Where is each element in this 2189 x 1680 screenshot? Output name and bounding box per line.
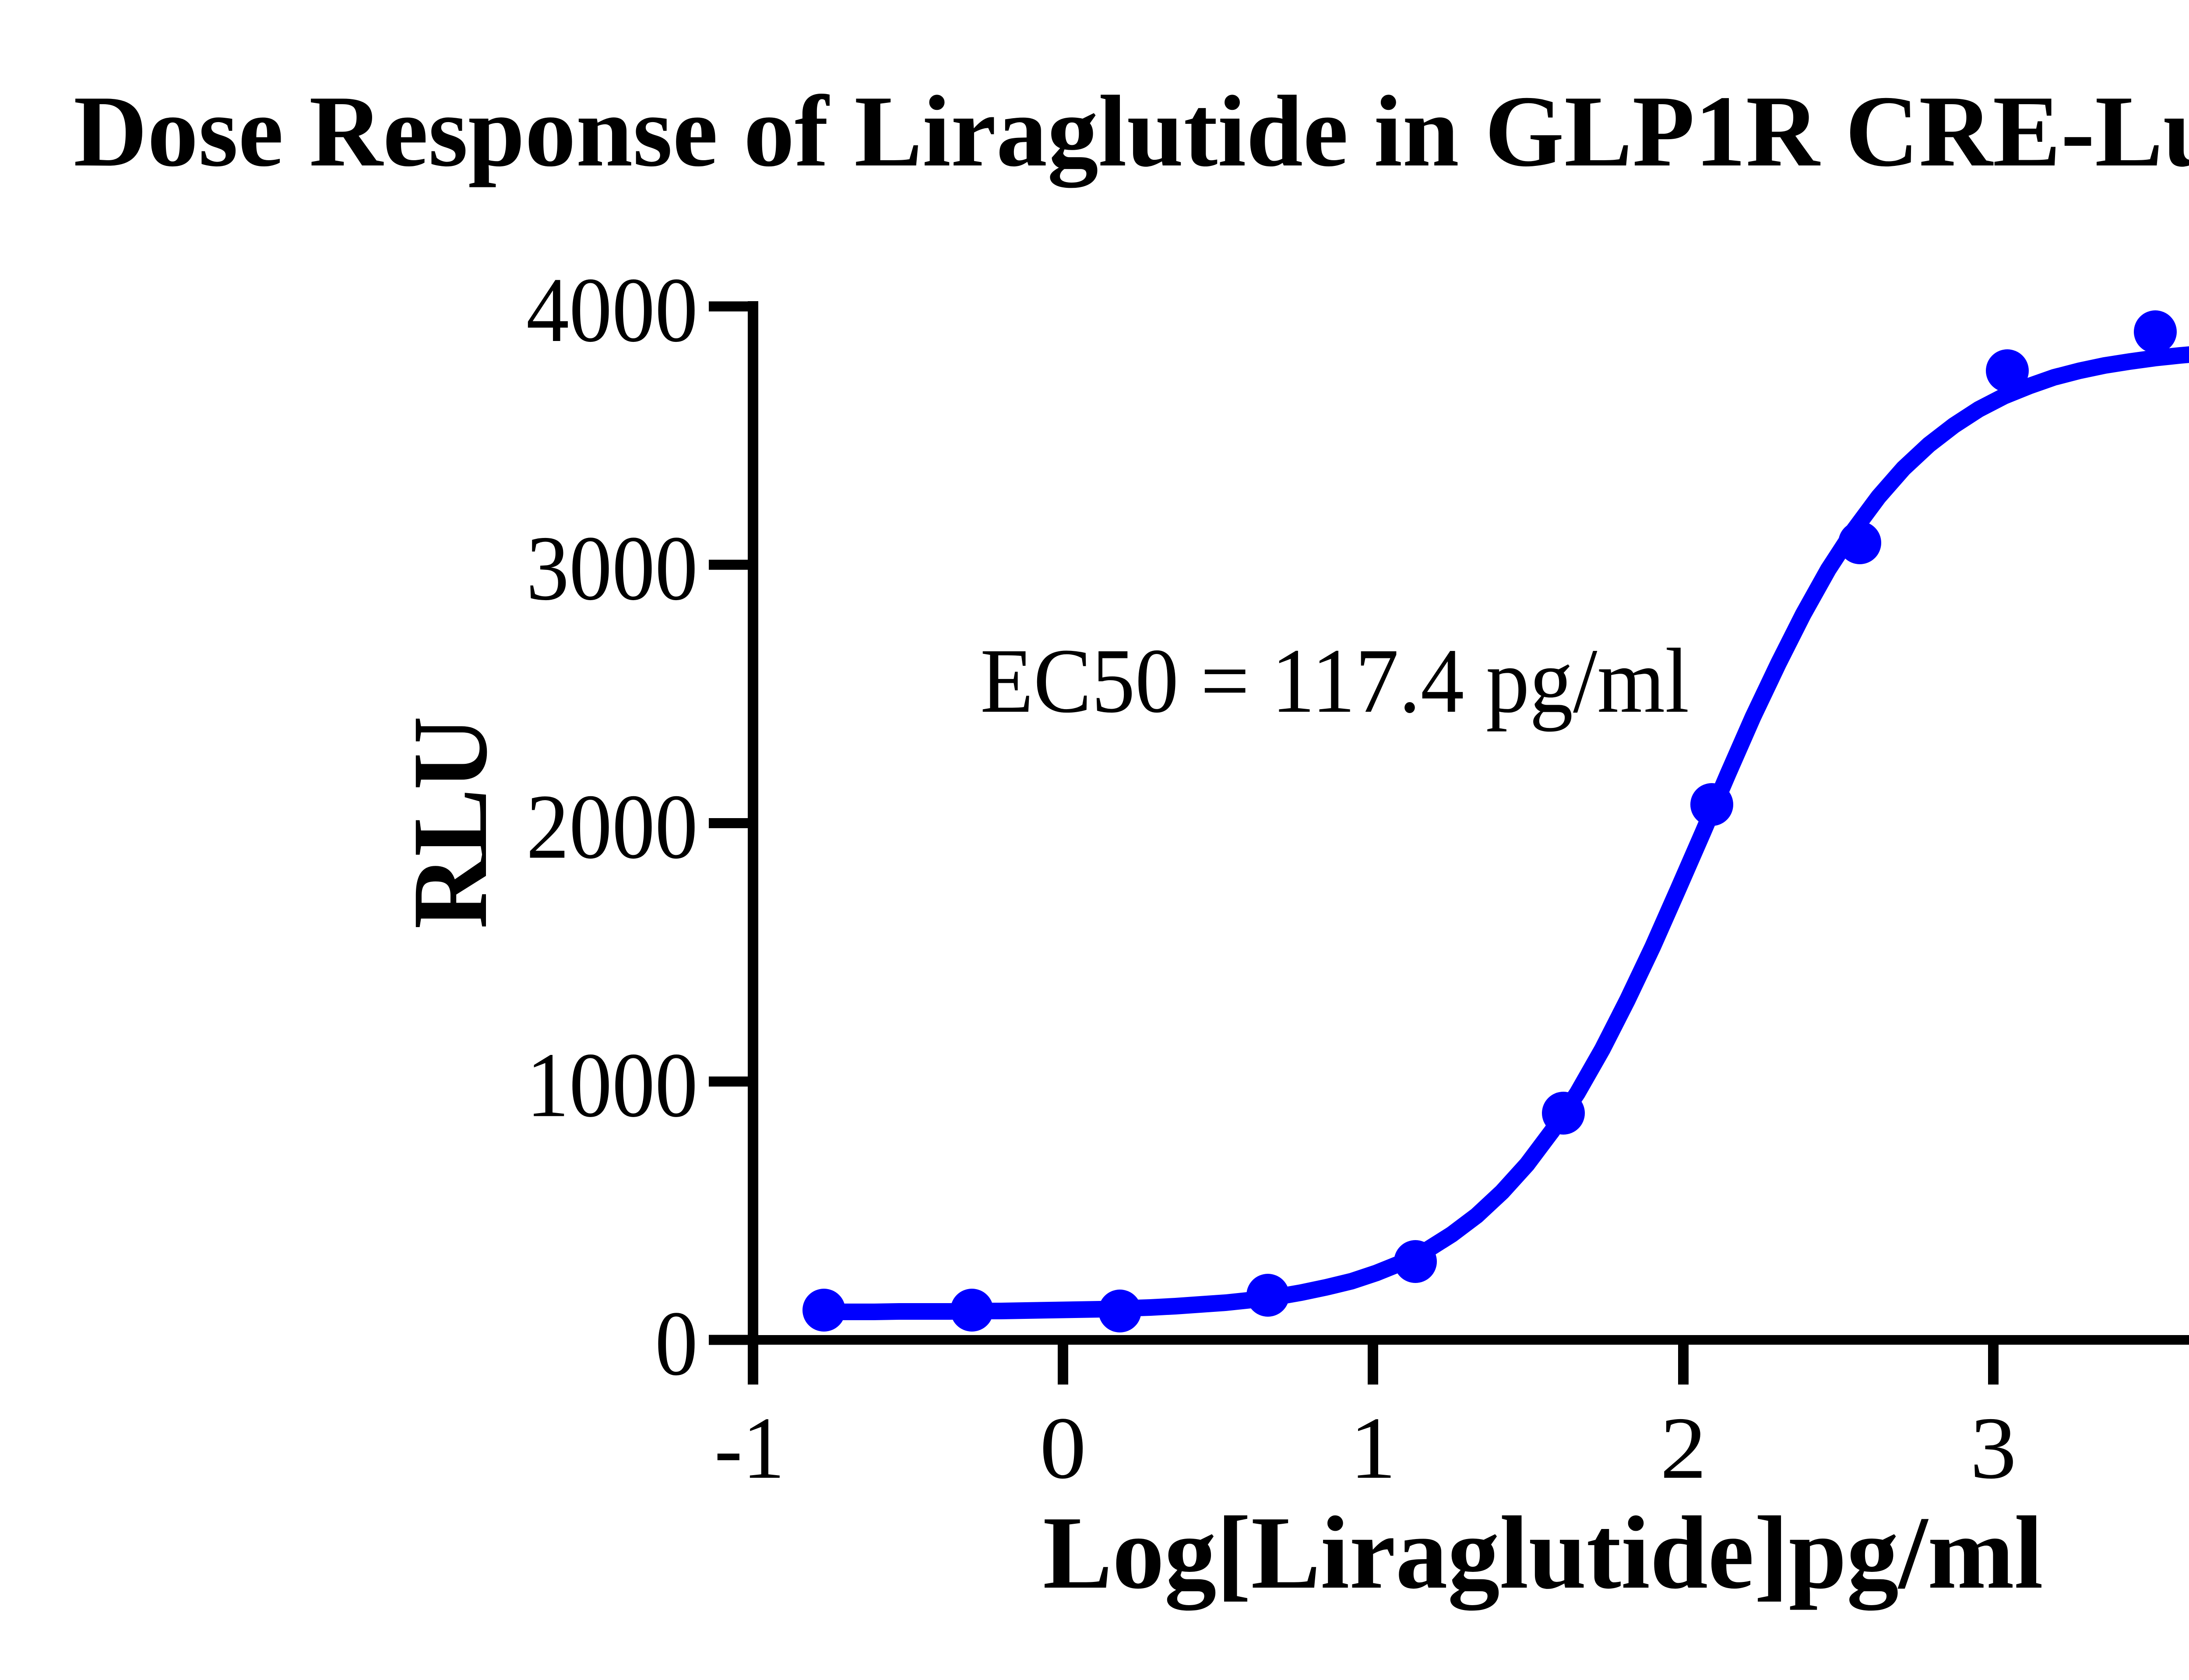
svg-text:0: 0 (655, 1292, 698, 1395)
svg-text:Log[Liraglutide]pg/ml: Log[Liraglutide]pg/ml (1043, 1495, 2043, 1610)
svg-text:-1: -1 (714, 1399, 785, 1497)
svg-text:Dose Response of Liraglutide i: Dose Response of Liraglutide in GLP1R CR… (74, 75, 2189, 188)
svg-text:1: 1 (1350, 1399, 1396, 1497)
svg-text:RLU: RLU (391, 716, 509, 929)
svg-text:1000: 1000 (526, 1034, 698, 1137)
svg-text:0: 0 (1040, 1399, 1086, 1497)
svg-text:EC50 = 117.4 pg/ml: EC50 = 117.4 pg/ml (980, 630, 1689, 732)
svg-text:2000: 2000 (526, 776, 698, 879)
svg-text:4000: 4000 (526, 259, 698, 362)
svg-text:3: 3 (1970, 1399, 2017, 1497)
svg-text:2: 2 (1660, 1399, 1707, 1497)
svg-text:3000: 3000 (526, 517, 698, 620)
